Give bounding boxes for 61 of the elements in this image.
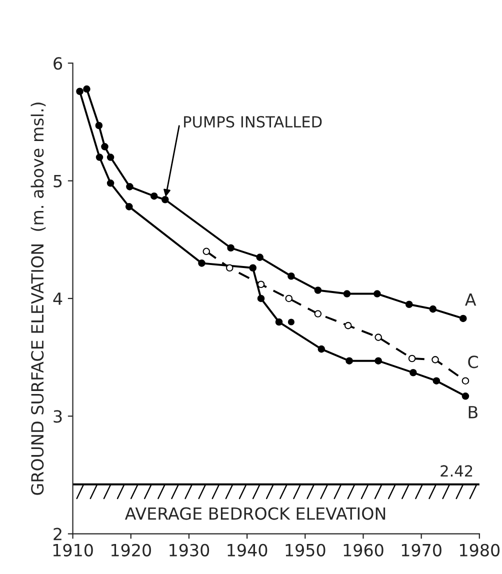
point — [202, 248, 210, 256]
ref-line-label: 2.42 — [440, 465, 472, 477]
point — [227, 244, 234, 252]
point — [162, 196, 169, 204]
point — [432, 377, 440, 384]
point — [83, 85, 90, 93]
point — [95, 122, 103, 130]
y-axis-title: GROUND SURFACE ELEVATION (m. above msl.) — [30, 102, 46, 495]
annotation: PUMPS INSTALLED — [184, 116, 322, 128]
point — [405, 300, 413, 308]
series-label: A — [465, 293, 476, 306]
point — [106, 180, 114, 187]
point — [198, 260, 206, 267]
point — [462, 392, 470, 400]
point — [106, 154, 114, 161]
x-tick-label: 1920 — [112, 544, 151, 556]
point — [256, 254, 264, 261]
point — [314, 310, 322, 318]
point — [249, 264, 257, 272]
x-tick-label: 1970 — [402, 544, 442, 556]
point — [285, 294, 293, 302]
point — [288, 318, 294, 326]
point — [126, 183, 134, 190]
x-tick-label: 1910 — [53, 544, 93, 556]
point — [460, 314, 467, 322]
y-tick-label: 2 — [54, 528, 62, 540]
point — [101, 143, 108, 150]
y-tick-label: 5 — [54, 174, 62, 188]
point — [275, 318, 283, 326]
point — [408, 354, 416, 362]
point — [374, 334, 382, 341]
point — [343, 290, 351, 298]
x-tick-label: 1930 — [170, 544, 210, 556]
series-label: C — [468, 356, 478, 368]
y-tick-label: 3 — [54, 410, 62, 423]
x-tick-label: 1950 — [286, 544, 326, 556]
x-tick-label: 1940 — [228, 544, 268, 556]
point — [96, 154, 104, 161]
series-label: B — [468, 406, 478, 418]
y-tick-label: 6 — [54, 57, 62, 70]
point — [429, 305, 437, 313]
point — [432, 356, 439, 364]
x-tick-label: 1960 — [344, 544, 384, 556]
point — [288, 272, 295, 280]
y-tick-label: 4 — [53, 292, 62, 305]
point — [410, 368, 417, 376]
point — [374, 357, 382, 364]
point — [374, 290, 381, 298]
point — [462, 377, 470, 384]
point — [125, 203, 133, 210]
annotation: AVERAGE BEDROCK ELEVATION — [124, 507, 386, 520]
point — [150, 192, 158, 200]
point — [344, 322, 352, 330]
point — [346, 357, 353, 364]
x-tick-label: 1980 — [460, 544, 500, 556]
point — [76, 88, 84, 96]
point — [257, 294, 265, 302]
point — [257, 280, 265, 288]
point — [314, 286, 322, 294]
point — [226, 264, 234, 272]
point — [318, 345, 326, 353]
